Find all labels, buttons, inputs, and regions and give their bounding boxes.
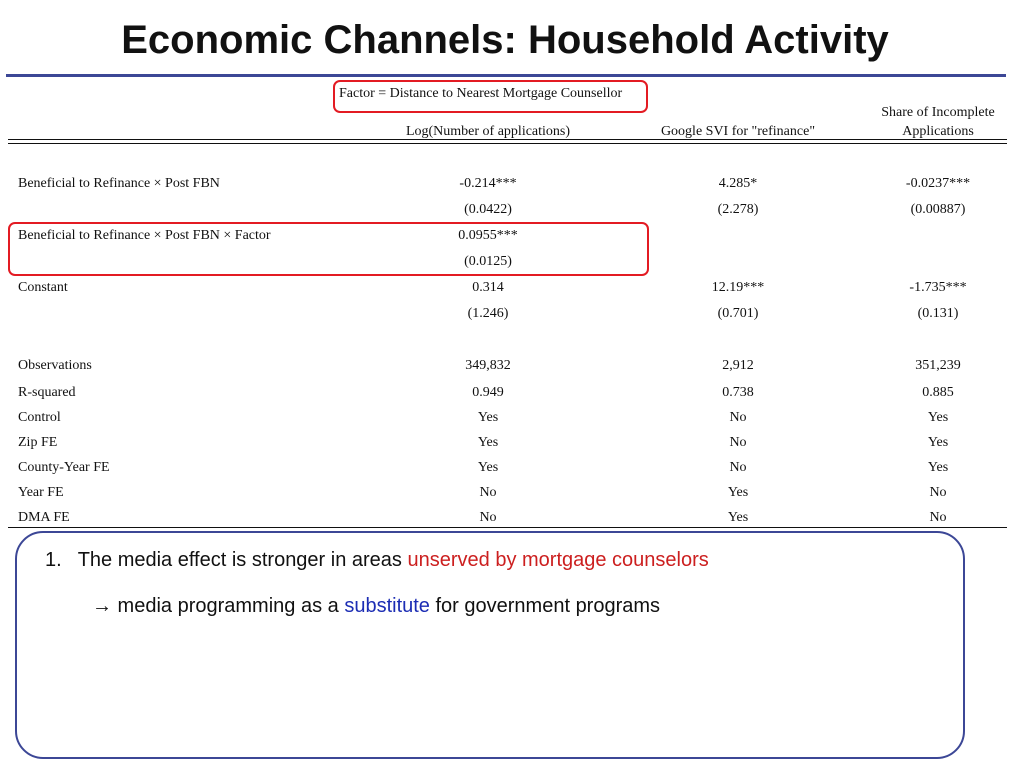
note-text: for government programs: [429, 595, 661, 617]
table-cell: No: [729, 410, 747, 425]
table-cell: Yes: [727, 485, 749, 500]
row-label: County-Year FE: [18, 460, 110, 475]
factor-label: Factor = Distance to Nearest Mortgage Co…: [339, 86, 623, 101]
table-cell: 0.0955***: [458, 228, 518, 243]
row-label: DMA FE: [18, 510, 70, 525]
table-cell: 0.314: [472, 280, 504, 295]
column-header-incomplete-line1: Share of Incomplete: [881, 105, 995, 120]
table-cell: (0.0125): [464, 254, 512, 269]
table-cell: Yes: [477, 435, 499, 450]
note-text: media programming as a: [112, 595, 345, 617]
table-cell: 349,832: [465, 358, 511, 373]
note-line-1: 1. The media effect is stronger in areas …: [45, 549, 709, 572]
note-line-2: → media programming as a substitute for …: [92, 595, 660, 618]
header-rule-top: [8, 139, 1007, 140]
factor-highlight-box: [333, 80, 648, 113]
table-cell: Yes: [927, 460, 949, 475]
table-cell: Yes: [477, 410, 499, 425]
note-highlight-substitute: substitute: [344, 595, 430, 617]
table-cell: No: [479, 485, 497, 500]
row-label: Zip FE: [18, 435, 58, 450]
table-cell: -0.0237***: [905, 176, 971, 191]
row-label: Observations: [18, 358, 92, 373]
table-cell: 12.19***: [711, 280, 765, 295]
notes-panel: 1. The media effect is stronger in areas …: [15, 531, 965, 759]
row-label: Beneficial to Refinance × Post FBN × Fac…: [18, 228, 271, 243]
note-text: The media effect is stronger in areas: [77, 549, 408, 571]
row-label: Control: [18, 410, 61, 425]
table-cell: Yes: [927, 435, 949, 450]
table-cell: 351,239: [915, 358, 961, 373]
regression-table: Factor = Distance to Nearest Mortgage Co…: [8, 76, 1007, 528]
table-cell: (0.0422): [464, 202, 512, 217]
table-cell: (1.246): [467, 306, 509, 321]
note-highlight-unserved: unserved by mortgage counselors: [407, 549, 709, 571]
table-cell: No: [729, 460, 747, 475]
table-cell: -0.214***: [459, 176, 517, 191]
table-cell: 4.285*: [718, 176, 758, 191]
arrow-icon: →: [92, 595, 112, 617]
table-cell: 0.738: [722, 385, 754, 400]
table-cell: No: [929, 510, 947, 525]
table-cell: No: [729, 435, 747, 450]
note-number: 1.: [45, 549, 62, 571]
table-cell: 0.885: [922, 385, 954, 400]
title-divider: [6, 74, 1006, 77]
table-cell: (0.701): [717, 306, 759, 321]
table-cell: No: [929, 485, 947, 500]
table-cell: -1.735***: [909, 280, 967, 295]
table-cell: (0.131): [917, 306, 959, 321]
table-cell: Yes: [927, 410, 949, 425]
table-cell: (0.00887): [910, 202, 966, 217]
column-header-incomplete-line2: Applications: [902, 124, 974, 139]
table-cell: Yes: [477, 460, 499, 475]
column-header-applications: Log(Number of applications): [405, 124, 571, 139]
slide-title: Economic Channels: Household Activity: [121, 18, 889, 62]
table-cell: 0.949: [472, 385, 504, 400]
header-rule-bottom: [8, 143, 1007, 144]
table-cell: No: [479, 510, 497, 525]
row-label: R-squared: [18, 385, 76, 400]
row-label: Beneficial to Refinance × Post FBN: [18, 176, 220, 191]
table-cell: Yes: [727, 510, 749, 525]
row-label: Constant: [18, 280, 68, 295]
table-bottom-rule: [8, 527, 1007, 528]
row-label: Year FE: [18, 485, 64, 500]
table-cell: (2.278): [717, 202, 759, 217]
column-header-google-svi: Google SVI for "refinance": [660, 124, 816, 139]
table-cell: 2,912: [722, 358, 754, 373]
interaction-highlight-box: [8, 222, 649, 276]
